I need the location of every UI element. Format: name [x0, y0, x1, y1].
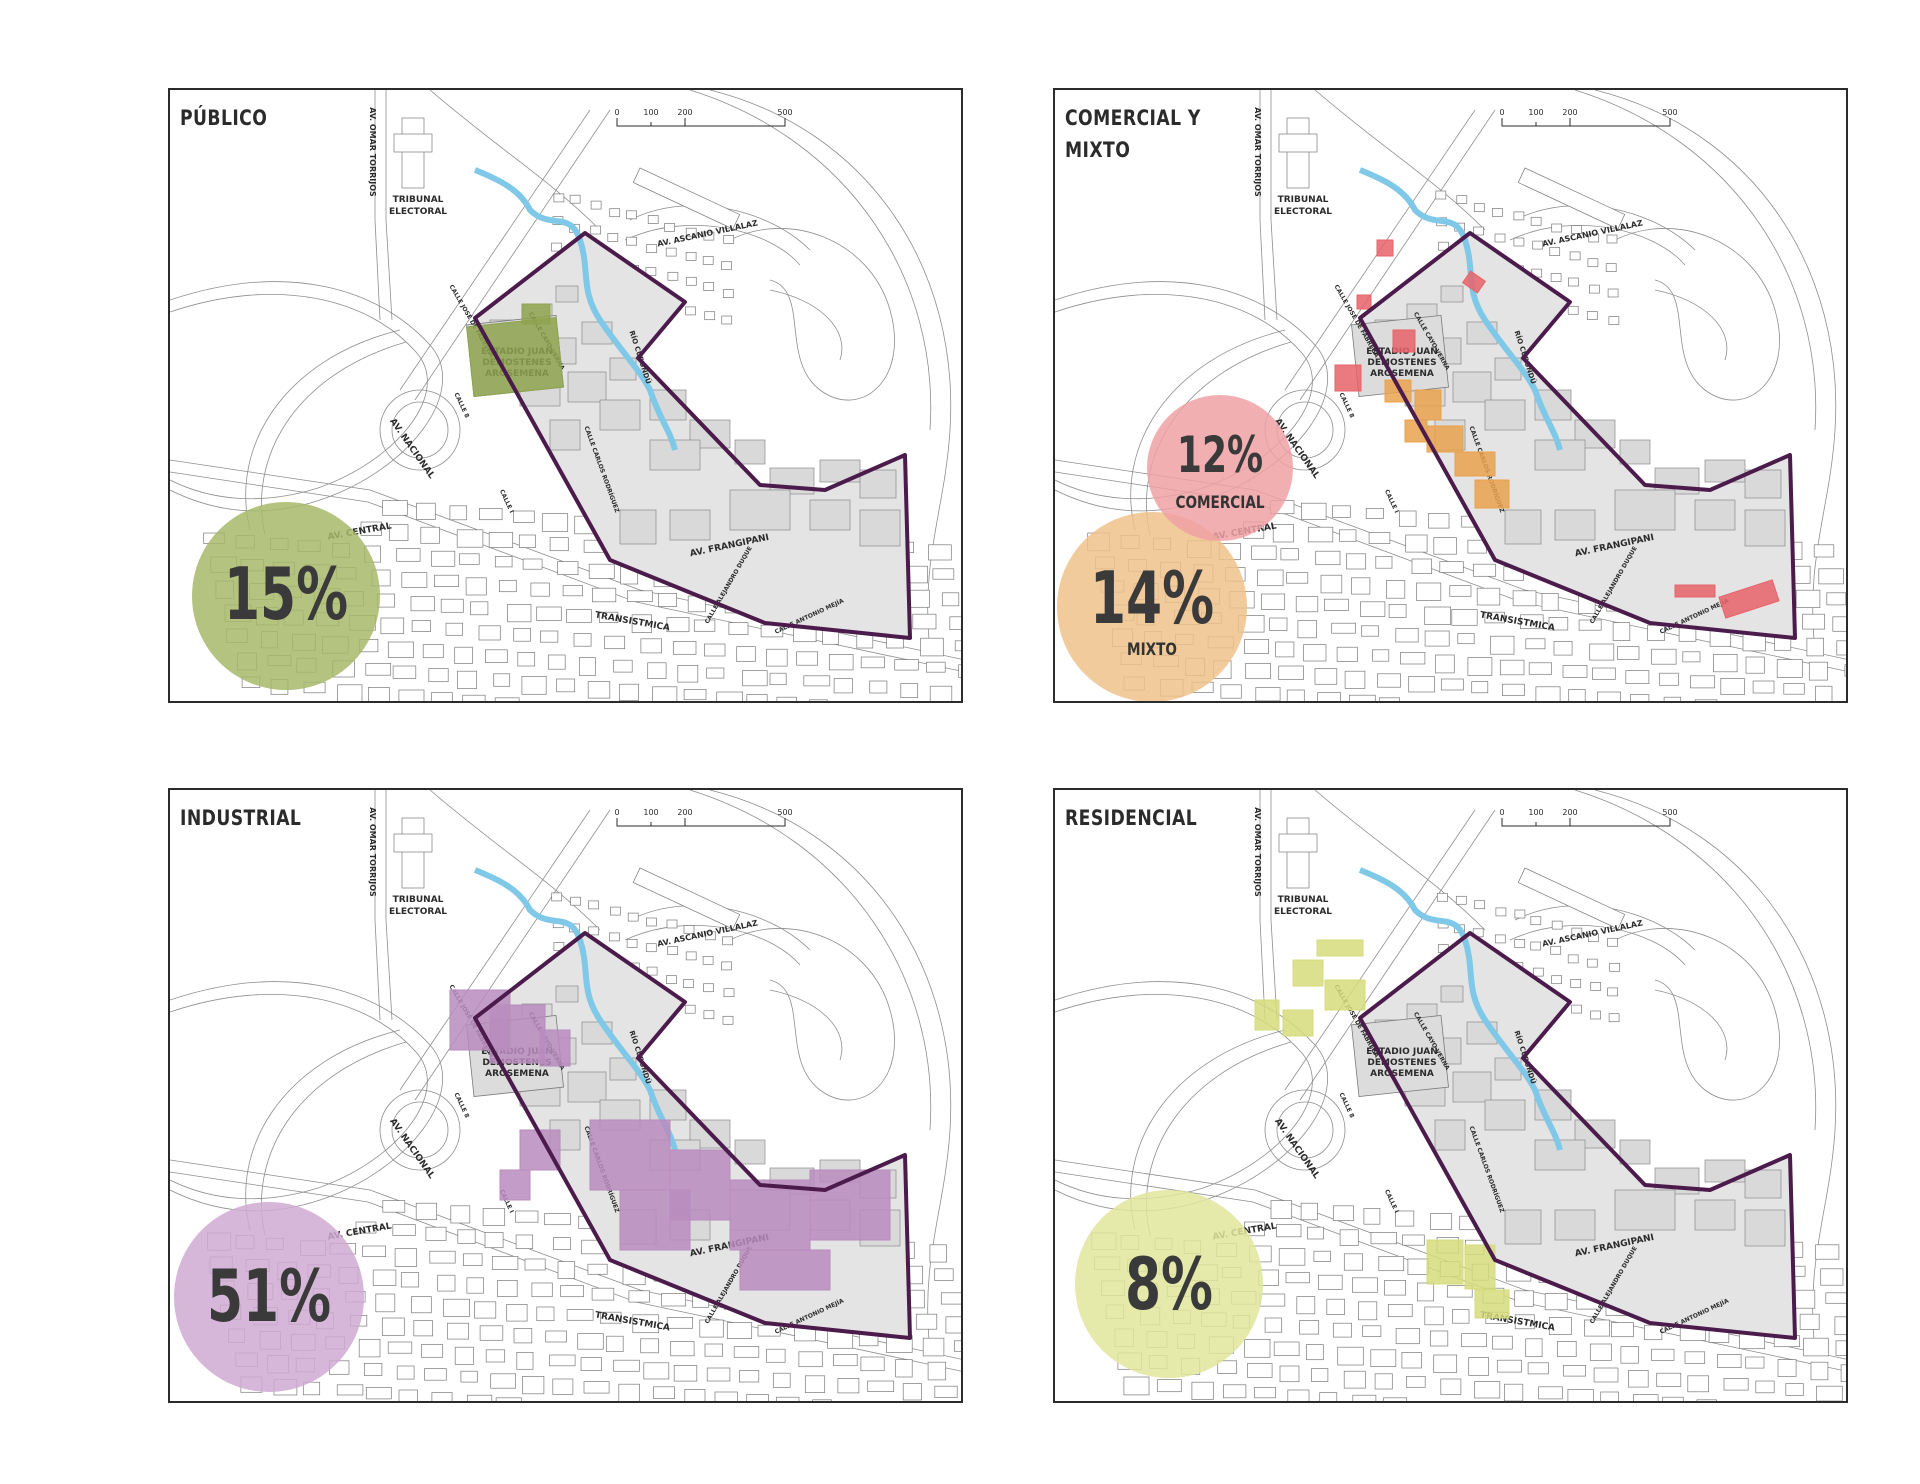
street-label-calle-8: CALLE 8	[452, 392, 470, 419]
place-label-electoral: ELECTORAL	[1274, 907, 1332, 917]
river	[473, 867, 678, 1151]
place-label-electoral: ELECTORAL	[389, 207, 447, 217]
street-label-ascanio-villalaz: AV. ASCANIO VILLALAZ	[656, 218, 758, 248]
stadium	[1351, 1015, 1449, 1097]
street-label-nacional: AV. NACIONAL	[387, 1117, 436, 1181]
place-label-electoral: ELECTORAL	[389, 907, 447, 917]
map-panel-comercial-mixto: 0 100 200 500 AV. OMAR TORRIJOS TRIBUNAL ELECT…	[1053, 88, 1848, 703]
percent-value: 15%	[223, 552, 349, 636]
scale-bar: 0 100 200 500	[1499, 108, 1678, 127]
study-area-boundary	[473, 931, 912, 1340]
street-label-omar-torrijos: AV. OMAR TORRIJOS	[368, 107, 377, 197]
map-panel-publico: 0 100 200 500 AV. OMAR TORRIJOS TRIBUNAL ELECT…	[168, 88, 963, 703]
district-map: 0 100 200 500 AV. OMAR TORRIJOS TRIBUNAL ELECT…	[1055, 790, 1846, 1401]
public-land-use	[466, 303, 564, 398]
street-label-ascanio-villalaz: AV. ASCANIO VILLALAZ	[1541, 218, 1643, 248]
study-area-boundary	[1358, 231, 1797, 640]
scale-bar-label: 100	[643, 808, 658, 817]
stadium-label-1: ESTADIO JUAN	[1366, 1047, 1438, 1057]
scale-bar-label: 500	[777, 808, 792, 817]
percent-circle	[174, 1202, 364, 1392]
street-label-calle-8: CALLE 8	[452, 1092, 470, 1119]
scale-bar: 0 100 200 500	[614, 808, 793, 827]
place-label-tribunal: TRIBUNAL	[1278, 895, 1329, 905]
panel-title: PÚBLICO	[180, 106, 268, 130]
street-label-calle-i: CALLE I	[1383, 489, 1400, 515]
mixto-label: MIXTO	[1127, 640, 1177, 660]
stadium-label-3: AROSEMENA	[1370, 1069, 1434, 1079]
street-label-omar-torrijos: AV. OMAR TORRIJOS	[1253, 807, 1262, 897]
panel-title: RESIDENCIAL	[1065, 806, 1198, 830]
street-label-calle-i: CALLE I	[1383, 1189, 1400, 1215]
street-label-omar-torrijos: AV. OMAR TORRIJOS	[1253, 107, 1262, 197]
scale-bar: 0 100 200 500	[1499, 808, 1678, 827]
map-panel-residencial: 0 100 200 500 AV. OMAR TORRIJOS TRIBUNAL ELECT…	[1053, 788, 1848, 1403]
district-map: 0 100 200 500 AV. OMAR TORRIJOS TRIBUNAL ELECT…	[170, 790, 961, 1401]
percent-value: 51%	[206, 1254, 332, 1338]
commercial-land-use	[1334, 239, 1780, 619]
scale-bar-label: 200	[1562, 808, 1577, 817]
street-label-omar-torrijos: AV. OMAR TORRIJOS	[368, 807, 377, 897]
place-label-tribunal: TRIBUNAL	[393, 195, 444, 205]
panel-title: COMERCIAL Y MIXTO	[1065, 106, 1201, 162]
scale-bar-label: 100	[643, 108, 658, 117]
scale-bar-label: 100	[1528, 808, 1543, 817]
street-label-nacional: AV. NACIONAL	[1272, 1117, 1321, 1181]
comercial-label: COMERCIAL	[1175, 493, 1265, 513]
stadium-label-3: AROSEMENA	[485, 1069, 549, 1079]
comercial-percent-circle	[1147, 395, 1293, 541]
scale-bar-label: 500	[1662, 808, 1677, 817]
scale-bar-label: 0	[614, 808, 619, 817]
percent-circle	[192, 502, 380, 690]
comercial-percent-value: 12%	[1176, 426, 1264, 484]
stadium-label-2: DEMOSTENES	[1367, 1058, 1436, 1068]
percent-circle	[1075, 1190, 1263, 1378]
panel-title: INDUSTRIAL	[180, 806, 302, 830]
scale-bar: 0 100 200 500	[614, 108, 793, 127]
river	[473, 167, 678, 451]
percent-value: 8%	[1124, 1242, 1214, 1326]
place-label-tribunal: TRIBUNAL	[1278, 195, 1329, 205]
scale-bar-label: 0	[614, 108, 619, 117]
scale-bar-label: 100	[1528, 108, 1543, 117]
map-panel-industrial: 0 100 200 500 AV. OMAR TORRIJOS TRIBUNAL ELECT…	[168, 788, 963, 1403]
place-label-tribunal: TRIBUNAL	[393, 895, 444, 905]
scale-bar-label: 0	[1499, 808, 1504, 817]
street-label-calle-8: CALLE 8	[1337, 392, 1355, 419]
scale-bar-label: 200	[677, 808, 692, 817]
mixto-percent-circle	[1057, 512, 1247, 701]
scale-bar-label: 0	[1499, 108, 1504, 117]
place-label-electoral: ELECTORAL	[1274, 207, 1332, 217]
stadium-label-3: AROSEMENA	[1370, 369, 1434, 379]
scale-bar-label: 200	[1562, 108, 1577, 117]
river	[1358, 867, 1563, 1151]
scale-bar-label: 200	[677, 108, 692, 117]
study-area-boundary	[473, 231, 912, 640]
street-label-transistmica: TRANSISTMICA	[594, 1311, 671, 1334]
scale-bar-label: 500	[777, 108, 792, 117]
stadium-label-2: DEMOSTENES	[1367, 358, 1436, 368]
mixto-percent-value: 14%	[1089, 556, 1215, 640]
scale-bar-label: 500	[1662, 108, 1677, 117]
residential-land-use	[1254, 939, 1510, 1319]
street-label-nacional: AV. NACIONAL	[387, 417, 436, 481]
street-label-transistmica: TRANSISTMICA	[1479, 611, 1556, 634]
street-label-calle-8: CALLE 8	[1337, 1092, 1355, 1119]
study-area-boundary	[1358, 931, 1797, 1340]
